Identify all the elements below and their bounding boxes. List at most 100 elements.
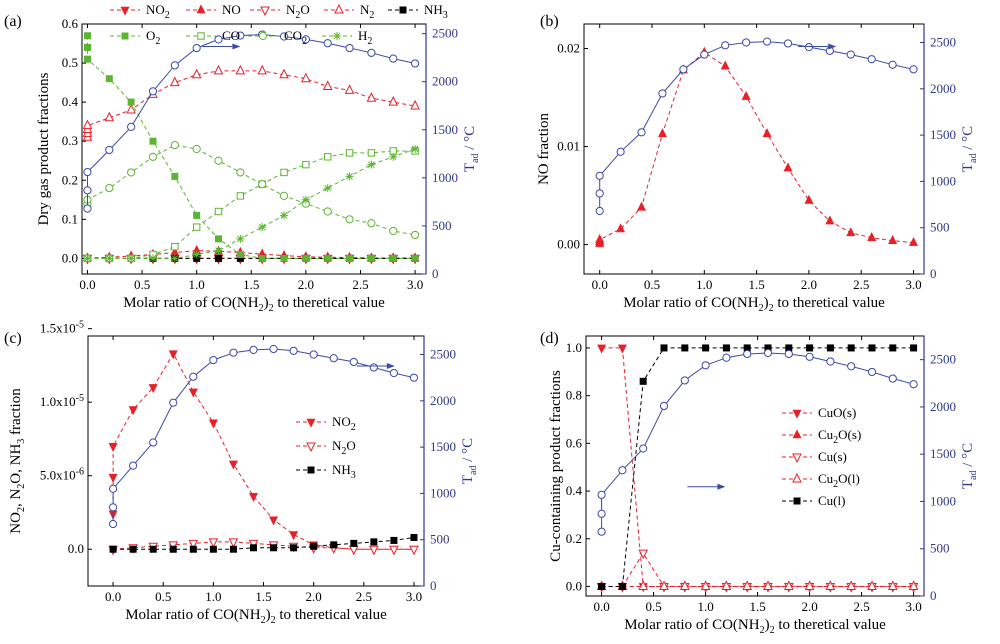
- data-point: [249, 544, 257, 552]
- data-point: [742, 38, 751, 47]
- series-line: [87, 148, 416, 259]
- data-point: [193, 211, 201, 219]
- data-point: [128, 406, 138, 416]
- data-point: [595, 171, 604, 180]
- y2-tick-label: 1000: [430, 485, 456, 500]
- data-point: [228, 538, 239, 549]
- data-point: [108, 442, 118, 452]
- data-point: [209, 545, 217, 553]
- data-point: [410, 230, 420, 240]
- data-point: [289, 346, 298, 355]
- data-point: [598, 582, 606, 590]
- legend-entry: CO2​: [248, 28, 307, 47]
- data-point: [279, 191, 289, 200]
- x-tick-label: 2.0: [801, 277, 817, 292]
- data-point: [171, 242, 179, 251]
- data-point: [322, 80, 333, 90]
- data-point: [595, 189, 604, 198]
- legend-entry: N2​O: [296, 438, 356, 457]
- legend-marker: [196, 4, 206, 14]
- x-tick-label: 0.5: [644, 277, 660, 292]
- data-point: [595, 206, 604, 216]
- data-point: [389, 152, 398, 161]
- series-line: [87, 150, 416, 259]
- series-n2: [82, 64, 420, 141]
- y-tick-label: 0.5: [62, 55, 78, 70]
- data-point: [410, 59, 420, 68]
- data-point: [409, 373, 419, 382]
- legend-label: O2​: [146, 28, 160, 47]
- data-point: [805, 352, 814, 361]
- data-point: [367, 160, 376, 169]
- data-point: [367, 149, 376, 157]
- data-point: [826, 344, 834, 352]
- series-line: [87, 34, 416, 209]
- legend-label: NO: [222, 2, 241, 17]
- panel-4: 0.0 0.5 1.0 1.5 2.0 2.5 3.0 0.0 0.2 0.4 0.6 0.8 1.0 0…: [540, 330, 979, 636]
- data-point: [83, 43, 91, 51]
- data-point: [390, 536, 398, 544]
- x-tick-label: 0.0: [592, 277, 608, 292]
- y-axis-label: Dry gas product fractions: [36, 72, 52, 225]
- data-point: [637, 128, 646, 137]
- right-axis-arrow: [356, 363, 395, 369]
- x-tick-label: 3.0: [407, 277, 423, 292]
- x-axis-label: Molar ratio of CO(NH2​)2​ to theretical …: [623, 295, 885, 314]
- x-tick-label: 0.0: [593, 599, 609, 614]
- data-point: [83, 167, 92, 177]
- data-point: [366, 92, 377, 102]
- data-point: [270, 544, 278, 552]
- legend-marker: [792, 453, 802, 464]
- y2-tick-label: 2000: [432, 74, 458, 89]
- data-point: [171, 172, 179, 180]
- data-point: [170, 140, 179, 150]
- legend-entry: NH3​: [388, 2, 448, 21]
- y-tick-label: 0.2: [566, 531, 582, 546]
- y2-tick-label: 2500: [430, 347, 456, 362]
- data-point: [679, 580, 690, 590]
- y2-tick-label: 1500: [430, 439, 456, 454]
- data-point: [236, 168, 245, 177]
- data-point: [868, 344, 876, 352]
- y-tick-label: 0.0: [62, 250, 78, 265]
- data-point: [229, 545, 237, 553]
- panel-1: 0.0 0.5 1.0 1.5 2.0 2.5 3.0 0.0 0.1 0.2 0.3 0.4 0.5 0…: [4, 13, 481, 314]
- data-point: [411, 145, 420, 153]
- data-point: [228, 460, 238, 470]
- y-tick-label: 0.4: [566, 483, 583, 498]
- data-point: [657, 128, 667, 138]
- y2-tick-label: 2000: [430, 393, 456, 408]
- data-point: [83, 254, 92, 263]
- data-point: [279, 32, 289, 41]
- legend-marker: [792, 409, 802, 419]
- y-tick-label: 0.3: [62, 133, 78, 148]
- legend-marker: [399, 6, 407, 14]
- legend-entry: CO: [186, 28, 240, 43]
- data-point: [909, 380, 918, 389]
- legend-d: CuO(s) Cu2​O(s) Cu(s) Cu2​O(l) Cu(l): [782, 405, 861, 508]
- data-point: [170, 61, 179, 70]
- data-point: [309, 350, 318, 359]
- data-point: [888, 60, 897, 69]
- data-point: [369, 545, 379, 556]
- data-point: [742, 580, 753, 590]
- data-point: [679, 65, 688, 74]
- data-point: [909, 65, 918, 74]
- y2-tick-label: 0: [930, 266, 937, 281]
- y-tick-label: 0.0: [68, 541, 84, 556]
- y2-tick-label: 0: [930, 588, 937, 603]
- data-point: [389, 545, 399, 556]
- x-tick-label: 1.0: [189, 277, 205, 292]
- data-point: [345, 43, 354, 53]
- data-point: [301, 72, 311, 83]
- right-axis-arrow: [798, 43, 837, 50]
- legend-entry: Cu(l): [782, 493, 845, 508]
- y-tick-label: 0.00: [557, 237, 580, 252]
- y2-axis-label: Tad​ / °C: [462, 126, 481, 172]
- data-point: [108, 503, 118, 512]
- data-point: [105, 254, 114, 263]
- data-point: [169, 545, 177, 553]
- x-tick-label: 0.5: [155, 589, 171, 604]
- legend-a: NO2​ NO N2​O N2​ NH3​ O2​ CO CO2​ H2​: [110, 2, 448, 47]
- y2-tick-label: 2000: [930, 399, 956, 414]
